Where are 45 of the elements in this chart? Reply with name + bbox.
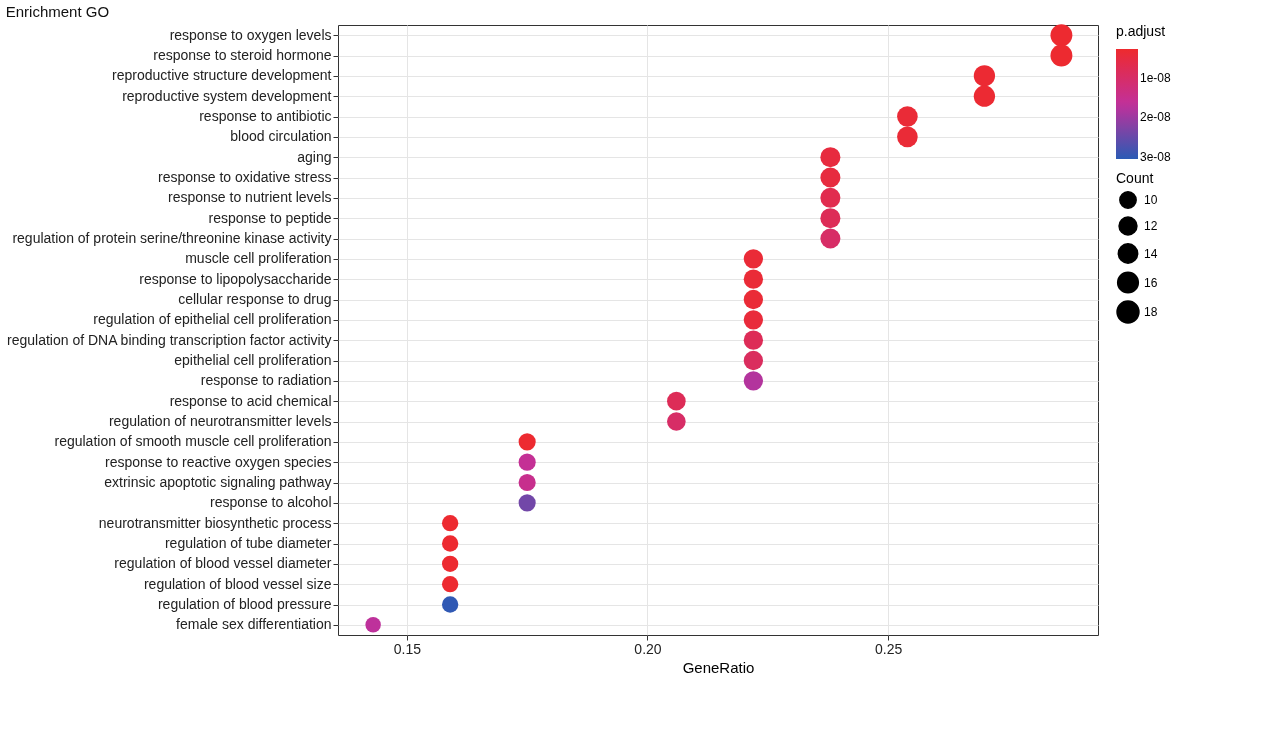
y-tick-label: response to antibiotic — [199, 108, 332, 124]
y-tick-label: extrinsic apoptotic signaling pathway — [104, 474, 332, 490]
y-tick-label: female sex differentiation — [176, 616, 332, 633]
color-bar-label: 3e-08 — [1140, 150, 1172, 165]
y-tick-label: blood circulation — [230, 128, 332, 145]
y-tick-label: regulation of blood pressure — [157, 596, 332, 612]
y-tick-label: neurotransmitter biosynthetic process — [98, 514, 332, 531]
y-tick-label: reproductive system development — [122, 87, 332, 104]
y-tick-label: response to peptide — [208, 209, 332, 226]
y-tick-label: regulation of blood vessel size — [143, 575, 332, 592]
y-tick-label: response to radiation — [200, 372, 332, 389]
y-tick-label: response to acid chemical — [169, 392, 332, 409]
y-tick-label: epithelial cell proliferation — [174, 352, 332, 368]
legend-label: 10 — [1144, 193, 1158, 207]
color-bar-label: 1e-08 — [1140, 70, 1172, 85]
legend-label: 12 — [1144, 219, 1158, 233]
y-tick-label: cellular response to drug — [178, 291, 332, 307]
y-tick-label: response to reactive oxygen species — [105, 453, 332, 470]
y-tick-label: reproductive structure development — [112, 67, 332, 84]
y-tick-label: regulation of smooth muscle cell proliferation — [54, 433, 332, 450]
color-bar-title: p.adjust — [1116, 23, 1166, 39]
text: Enrichment GO — [5, 3, 110, 21]
y-tick-label: regulation of DNA binding transcription factor activity — [7, 331, 332, 348]
legend-label: 16 — [1144, 275, 1158, 290]
legend-label: 18 — [1144, 305, 1158, 319]
legend-title: Count — [1116, 170, 1154, 186]
y-tick-label: muscle cell proliferation — [185, 250, 332, 267]
y-tick-label: response to lipopolysaccharide — [139, 270, 332, 287]
legend-label: 14 — [1144, 246, 1158, 261]
y-tick-label: aging — [297, 148, 332, 165]
x-tick-label: 0.25 — [875, 640, 903, 657]
y-tick-label: response to oxygen levels — [169, 26, 332, 43]
y-tick-label: regulation of protein serine/threonine kinase activity — [12, 230, 332, 246]
y-tick-label: response to steroid hormone — [153, 47, 332, 63]
x-axis-title: GeneRatio — [682, 658, 755, 676]
x-tick-label: 0.15 — [393, 640, 422, 657]
y-tick-label: regulation of tube diameter — [164, 535, 332, 551]
y-tick-label: regulation of neurotransmitter levels — [108, 413, 332, 429]
y-tick-label: response to oxidative stress — [157, 169, 332, 185]
x-tick-label: 0.20 — [634, 640, 662, 657]
color-bar-label: 2e-08 — [1140, 110, 1172, 125]
y-tick-label: response to alcohol — [210, 494, 332, 511]
y-tick-label: regulation of epithelial cell proliferation — [93, 311, 332, 328]
y-tick-label: response to nutrient levels — [168, 189, 332, 206]
y-tick-label: regulation of blood vessel diameter — [114, 555, 332, 572]
